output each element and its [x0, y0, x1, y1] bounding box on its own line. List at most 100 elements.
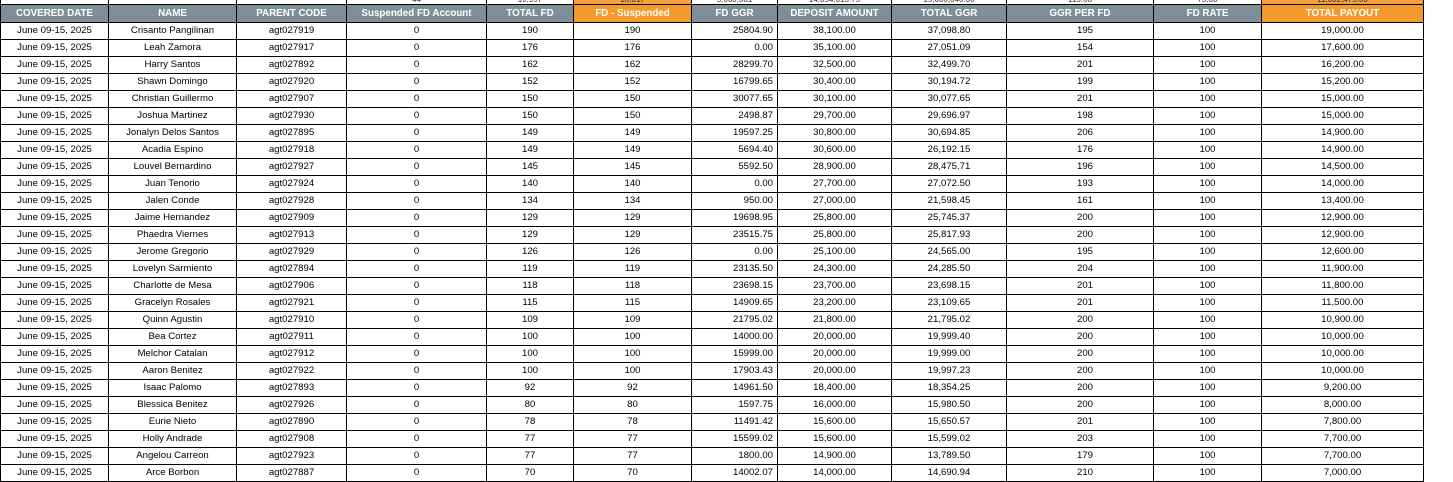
table-cell[interactable]: 201	[1006, 294, 1154, 312]
table-cell[interactable]: agt027922	[236, 362, 347, 380]
table-cell[interactable]: June 09-15, 2025	[0, 464, 109, 482]
column-header[interactable]: FD RATE	[1153, 4, 1262, 23]
table-cell[interactable]: agt027907	[236, 90, 347, 108]
table-cell[interactable]: June 09-15, 2025	[0, 379, 109, 397]
table-cell[interactable]: 77	[573, 430, 692, 448]
table-cell[interactable]: 109	[486, 311, 574, 329]
table-cell[interactable]: 0	[346, 73, 487, 91]
table-cell[interactable]: 0	[346, 124, 487, 142]
table-cell[interactable]: 100	[1153, 311, 1262, 329]
table-cell[interactable]: 12,600.00	[1261, 243, 1424, 261]
column-header[interactable]: PARENT CODE	[236, 4, 347, 23]
table-cell[interactable]: 19,000.00	[1261, 22, 1424, 40]
table-cell[interactable]: 0.00	[691, 175, 778, 193]
table-cell[interactable]: June 09-15, 2025	[0, 362, 109, 380]
table-cell[interactable]: 24,300.00	[777, 260, 892, 278]
table-cell[interactable]: 100	[1153, 294, 1262, 312]
table-cell[interactable]: 16,200.00	[1261, 56, 1424, 74]
table-cell[interactable]: 10,000.00	[1261, 345, 1424, 363]
table-cell[interactable]: 80	[486, 396, 574, 414]
table-cell[interactable]: June 09-15, 2025	[0, 56, 109, 74]
table-cell[interactable]: agt027893	[236, 379, 347, 397]
table-cell[interactable]: agt027908	[236, 430, 347, 448]
table-cell[interactable]: 100	[1153, 328, 1262, 346]
table-cell[interactable]: June 09-15, 2025	[0, 243, 109, 261]
table-cell[interactable]: 25804.90	[691, 22, 778, 40]
table-cell[interactable]: 149	[486, 124, 574, 142]
table-cell[interactable]: 119	[573, 260, 692, 278]
table-cell[interactable]: 28,900.00	[777, 158, 892, 176]
column-header[interactable]: TOTAL PAYOUT	[1261, 4, 1424, 23]
table-cell[interactable]: 0	[346, 464, 487, 482]
table-cell[interactable]: 30,194.72	[891, 73, 1007, 91]
table-cell[interactable]: agt027890	[236, 413, 347, 431]
table-cell[interactable]: 14002.07	[691, 464, 778, 482]
table-cell[interactable]: 25,800.00	[777, 209, 892, 227]
table-cell[interactable]: 30,077.65	[891, 90, 1007, 108]
table-cell[interactable]: June 09-15, 2025	[0, 226, 109, 244]
table-cell[interactable]: 30,600.00	[777, 141, 892, 159]
table-cell[interactable]: 28,475.71	[891, 158, 1007, 176]
table-cell[interactable]: 7,800.00	[1261, 413, 1424, 431]
table-cell[interactable]: 100	[1153, 56, 1262, 74]
table-cell[interactable]: 0	[346, 107, 487, 125]
table-cell[interactable]: Eurie Nieto	[108, 413, 237, 431]
table-cell[interactable]: agt027887	[236, 464, 347, 482]
table-cell[interactable]: Charlotte de Mesa	[108, 277, 237, 295]
table-cell[interactable]: agt027929	[236, 243, 347, 261]
table-cell[interactable]: June 09-15, 2025	[0, 39, 109, 57]
table-cell[interactable]: 100	[1153, 141, 1262, 159]
table-cell[interactable]: 0	[346, 22, 487, 40]
table-cell[interactable]: 25,800.00	[777, 226, 892, 244]
table-cell[interactable]: Quinn Agustin	[108, 311, 237, 329]
table-cell[interactable]: Louvel Bernardino	[108, 158, 237, 176]
table-cell[interactable]: 11,500.00	[1261, 294, 1424, 312]
table-cell[interactable]: Harry Santos	[108, 56, 237, 74]
table-cell[interactable]: 23698.15	[691, 277, 778, 295]
table-cell[interactable]: 92	[573, 379, 692, 397]
table-cell[interactable]: 100	[1153, 277, 1262, 295]
table-cell[interactable]: 100	[1153, 107, 1262, 125]
table-cell[interactable]: 24,565.00	[891, 243, 1007, 261]
table-cell[interactable]: 0	[346, 226, 487, 244]
table-cell[interactable]: 15,600.00	[777, 430, 892, 448]
table-cell[interactable]: 29,700.00	[777, 107, 892, 125]
table-cell[interactable]: 0	[346, 328, 487, 346]
table-cell[interactable]: 201	[1006, 413, 1154, 431]
table-cell[interactable]: 17,600.00	[1261, 39, 1424, 57]
table-cell[interactable]: 23,200.00	[777, 294, 892, 312]
table-cell[interactable]: Jerome Gregorio	[108, 243, 237, 261]
table-cell[interactable]: 0	[346, 447, 487, 465]
table-cell[interactable]: 100	[573, 345, 692, 363]
table-cell[interactable]: 16799.65	[691, 73, 778, 91]
table-cell[interactable]: 100	[1153, 345, 1262, 363]
table-cell[interactable]: 100	[1153, 39, 1262, 57]
table-cell[interactable]: 100	[486, 362, 574, 380]
table-cell[interactable]: 15999.00	[691, 345, 778, 363]
table-cell[interactable]: 27,000.00	[777, 192, 892, 210]
table-cell[interactable]: agt027911	[236, 328, 347, 346]
column-header[interactable]: COVERED DATE	[0, 4, 109, 23]
table-cell[interactable]: 27,700.00	[777, 175, 892, 193]
table-cell[interactable]: agt027910	[236, 311, 347, 329]
table-cell[interactable]: 15,980.50	[891, 396, 1007, 414]
table-cell[interactable]: June 09-15, 2025	[0, 260, 109, 278]
table-cell[interactable]: June 09-15, 2025	[0, 430, 109, 448]
table-cell[interactable]: agt027892	[236, 56, 347, 74]
table-cell[interactable]: 19,999.00	[891, 345, 1007, 363]
table-cell[interactable]: 28299.70	[691, 56, 778, 74]
column-header[interactable]: Suspended FD Account	[346, 4, 487, 23]
table-cell[interactable]: June 09-15, 2025	[0, 141, 109, 159]
table-cell[interactable]: 27,051.09	[891, 39, 1007, 57]
table-cell[interactable]: Blessica Benitez	[108, 396, 237, 414]
table-cell[interactable]: 200	[1006, 396, 1154, 414]
table-cell[interactable]: 950.00	[691, 192, 778, 210]
table-cell[interactable]: 30,694.85	[891, 124, 1007, 142]
table-cell[interactable]: 78	[573, 413, 692, 431]
table-cell[interactable]: June 09-15, 2025	[0, 328, 109, 346]
table-cell[interactable]: 14000.00	[691, 328, 778, 346]
table-cell[interactable]: 23515.75	[691, 226, 778, 244]
table-cell[interactable]: Holly Andrade	[108, 430, 237, 448]
table-cell[interactable]: 129	[486, 209, 574, 227]
table-cell[interactable]: Angelou Carreon	[108, 447, 237, 465]
